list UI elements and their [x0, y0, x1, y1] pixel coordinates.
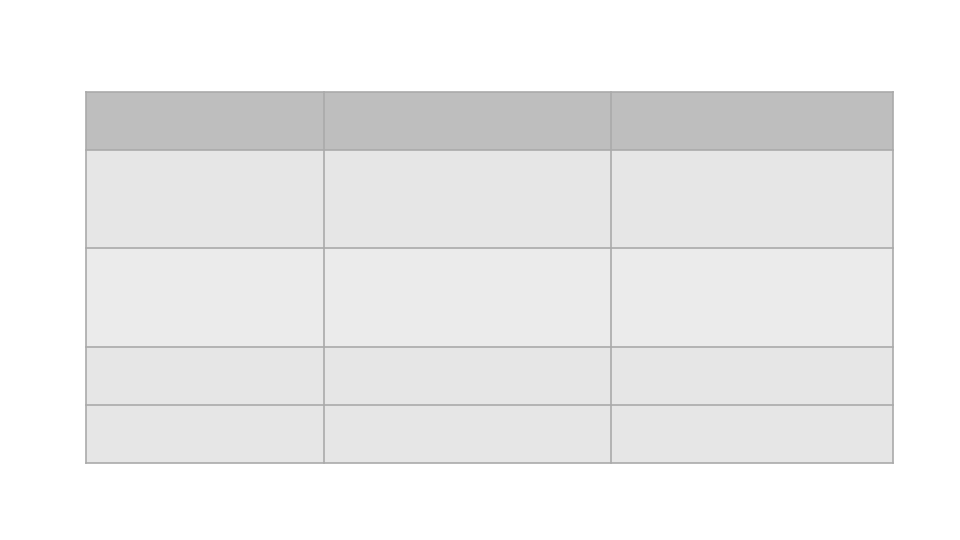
Text: 55.1%: 55.1%: [436, 424, 498, 443]
Text: SS: SS: [193, 190, 218, 208]
Text: 14.4: 14.4: [445, 190, 489, 208]
Text: 10.8: 10.8: [445, 288, 489, 307]
Text: 32.5%: 32.5%: [721, 424, 782, 443]
Text: SRI: SRI: [189, 424, 221, 443]
Text: SCORE: SCORE: [169, 111, 242, 130]
Text: RSS: RSS: [186, 367, 225, 386]
Text: 5.8: 5.8: [736, 367, 767, 386]
Text: pre- procedural angiogram: pre- procedural angiogram: [336, 111, 598, 130]
Text: 8.0: 8.0: [736, 288, 767, 307]
Text: 6.5: 6.5: [452, 367, 483, 386]
Text: 7.2: 7.2: [736, 190, 767, 208]
Text: post-procedural angiogram: post-procedural angiogram: [619, 111, 884, 130]
Text: FSS: FSS: [187, 288, 223, 307]
